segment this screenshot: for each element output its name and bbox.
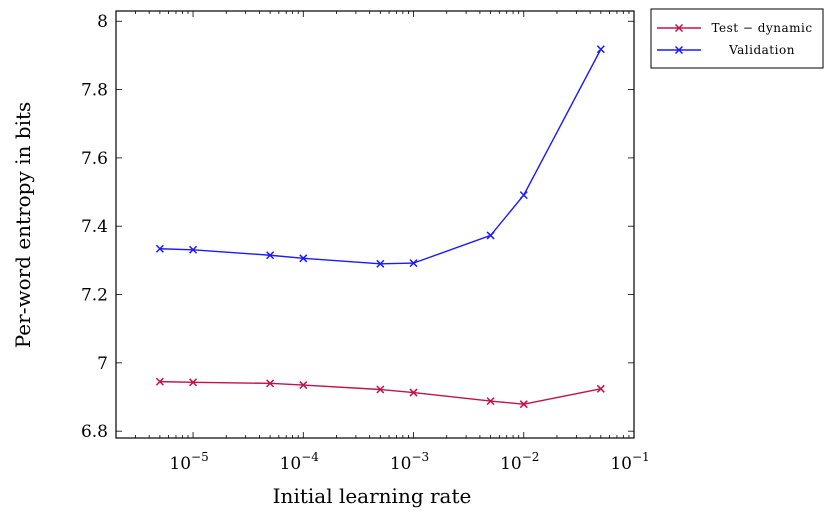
data-point-marker bbox=[596, 45, 605, 54]
y-axis-label: Per-word entropy in bits bbox=[11, 102, 35, 349]
y-tick-labels: 6.8 7 7.2 7.4 7.6 7.8 8 bbox=[81, 12, 108, 442]
data-point-marker bbox=[519, 191, 528, 200]
data-point-marker bbox=[155, 244, 164, 253]
x-tick-label: 10−2 bbox=[500, 450, 539, 474]
legend-item: Test − dynamic bbox=[657, 21, 812, 35]
legend-item: Validation bbox=[657, 43, 795, 57]
legend: Test − dynamic Validation bbox=[650, 8, 824, 69]
plot-area bbox=[115, 10, 635, 439]
series-line bbox=[159, 48, 602, 265]
y-tick-label: 7.6 bbox=[81, 149, 108, 169]
data-point-marker bbox=[519, 400, 528, 409]
legend-marker bbox=[674, 45, 684, 55]
y-tick-label: 7.2 bbox=[81, 286, 108, 306]
legend-label: Test − dynamic bbox=[711, 21, 812, 35]
plot-frame bbox=[115, 10, 635, 439]
legend-box bbox=[650, 8, 824, 69]
y-tick-label: 7 bbox=[97, 354, 108, 374]
x-tick-label: 10−1 bbox=[610, 450, 649, 474]
data-point-marker bbox=[486, 397, 495, 406]
data-point-marker bbox=[266, 379, 275, 388]
data-point-marker bbox=[189, 245, 198, 254]
data-point-marker bbox=[486, 231, 495, 240]
series-line bbox=[159, 380, 601, 405]
x-axis-label: Initial learning rate bbox=[273, 484, 472, 508]
axis-ticks bbox=[115, 11, 635, 438]
data-point-marker bbox=[266, 251, 275, 260]
legend-marker bbox=[674, 23, 684, 33]
data-point-marker bbox=[376, 385, 385, 394]
x-tick-label: 10−3 bbox=[390, 450, 429, 474]
x-tick-label: 10−5 bbox=[169, 450, 208, 474]
data-point-marker bbox=[155, 377, 164, 386]
data-point-marker bbox=[409, 388, 418, 397]
data-point-marker bbox=[409, 259, 418, 268]
y-tick-label: 6.8 bbox=[81, 422, 108, 442]
series-layer bbox=[155, 45, 605, 409]
legend-label: Validation bbox=[728, 43, 795, 57]
series-2 bbox=[155, 45, 605, 268]
data-point-marker bbox=[596, 384, 605, 393]
series-1 bbox=[155, 377, 605, 409]
x-tick-label: 10−4 bbox=[280, 450, 320, 474]
data-point-marker bbox=[376, 259, 385, 268]
x-tick-labels: 10−5 10−4 10−3 10−2 10−1 bbox=[169, 450, 649, 474]
data-point-marker bbox=[299, 254, 308, 263]
data-point-marker bbox=[189, 378, 198, 387]
y-tick-label: 7.4 bbox=[81, 217, 108, 237]
y-tick-label: 7.8 bbox=[81, 81, 108, 101]
y-tick-label: 8 bbox=[97, 12, 108, 32]
data-point-marker bbox=[299, 381, 308, 390]
